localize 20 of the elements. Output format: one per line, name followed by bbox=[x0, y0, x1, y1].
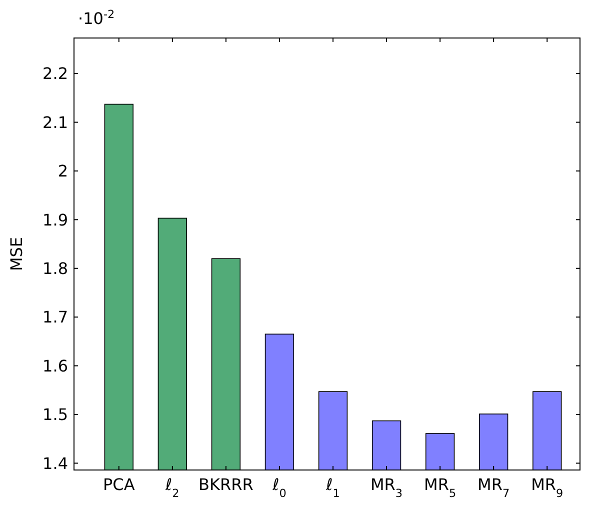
x-tick-label: BKRRR bbox=[198, 475, 254, 494]
y-tick-label: 1.7 bbox=[42, 308, 68, 327]
x-tick-label: ℓ$_{2}$ bbox=[164, 475, 180, 500]
x-tick-label: MR$_{9}$ bbox=[531, 475, 564, 500]
y-axis-title: MSE bbox=[7, 236, 26, 272]
y-tick-label: 1.9 bbox=[42, 210, 68, 230]
y-tick-label: 2 bbox=[58, 162, 68, 181]
x-tick-label: MR$_{5}$ bbox=[424, 475, 456, 500]
y-tick-label: 1.4 bbox=[42, 454, 68, 473]
x-tick-label: ℓ$_{0}$ bbox=[272, 475, 286, 500]
x-tick-label: MR$_{3}$ bbox=[370, 475, 403, 500]
y-tick-label: 1.6 bbox=[42, 356, 68, 376]
x-tick-label: MR$_{7}$ bbox=[478, 475, 510, 500]
x-tick-label: PCA bbox=[103, 475, 135, 494]
y-tick-label: 2.2 bbox=[42, 64, 68, 84]
y-tick-label: 2.1 bbox=[42, 112, 68, 132]
text: ·10$^{-2}$ bbox=[78, 8, 115, 28]
x-tick-label: ℓ$_{1}$ bbox=[325, 475, 340, 500]
y-tick-label: 1.8 bbox=[42, 258, 68, 278]
y-tick-label: 1.5 bbox=[42, 405, 68, 424]
